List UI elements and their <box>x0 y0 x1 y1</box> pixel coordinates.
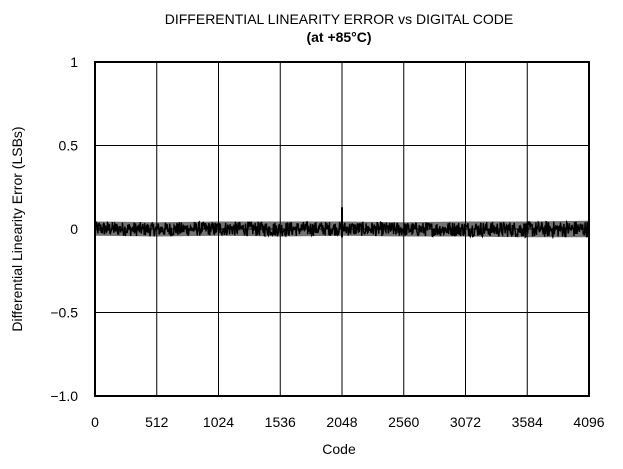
y-tick-label: −1.0 <box>50 388 78 404</box>
y-axis-label: Differential Linearity Error (LSBs) <box>9 126 25 331</box>
x-tick-label: 1024 <box>203 414 234 430</box>
x-tick-label: 2560 <box>388 414 419 430</box>
x-tick-labels: 0 512 1024 1536 2048 2560 3072 3584 4096 <box>91 414 605 430</box>
x-tick-label: 0 <box>91 414 99 430</box>
chart-title: DIFFERENTIAL LINEARITY ERROR vs DIGITAL … <box>165 11 514 27</box>
x-tick-label: 1536 <box>265 414 296 430</box>
plot-frame <box>94 61 590 397</box>
x-tick-label: 3584 <box>512 414 543 430</box>
x-tick-label: 512 <box>145 414 169 430</box>
x-tick-label: 4096 <box>573 414 604 430</box>
y-tick-label: 1 <box>70 54 78 70</box>
x-axis-label: Code <box>322 441 356 457</box>
data-layer <box>94 207 590 240</box>
y-tick-label: −0.5 <box>50 305 78 321</box>
x-tick-label: 3072 <box>450 414 481 430</box>
y-tick-labels: −1.0 −0.5 0 0.5 1 <box>50 54 78 404</box>
chart-subtitle: (at +85°C) <box>306 29 371 45</box>
y-tick-label: 0 <box>70 221 78 237</box>
x-tick-label: 2048 <box>326 414 357 430</box>
y-tick-label: 0.5 <box>59 138 79 154</box>
